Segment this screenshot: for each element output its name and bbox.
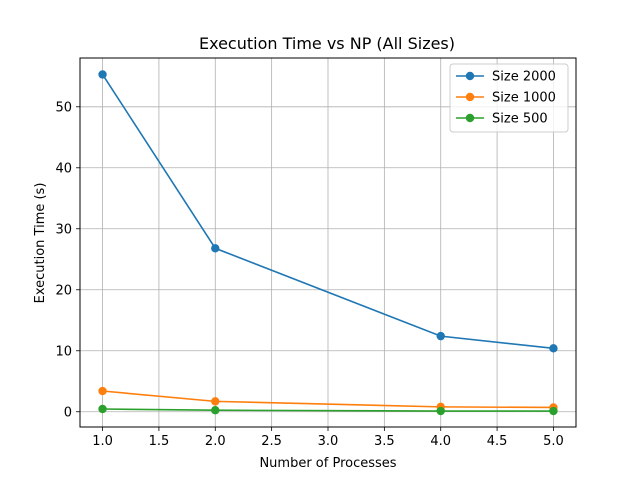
data-point	[211, 406, 220, 415]
legend-label: Size 500	[492, 112, 548, 127]
data-point	[98, 70, 107, 79]
y-axis-label: Execution Time (s)	[33, 183, 48, 304]
x-tick-label: 3.0	[318, 434, 339, 449]
x-axis-ticks: 1.0 1.5 2.0 2.5 3.0 3.5 4.0 4.5 5.0	[92, 427, 564, 449]
y-tick-label: 0	[64, 405, 72, 420]
y-tick-label: 10	[55, 344, 72, 359]
data-point	[436, 331, 445, 341]
x-axis-label: Number of Processes	[259, 456, 396, 471]
series-line	[102, 408, 554, 412]
series-lines	[98, 70, 558, 416]
x-tick-label: 4.0	[430, 434, 451, 449]
x-tick-label: 1.5	[149, 434, 170, 449]
data-point	[98, 386, 107, 396]
x-tick-label: 5.0	[543, 434, 564, 449]
x-tick-label: 1.0	[92, 434, 113, 449]
series-3	[98, 404, 558, 416]
legend-item: Size 1000	[456, 91, 556, 106]
series-line	[102, 390, 554, 409]
legend-label: Size 2000	[492, 70, 556, 85]
legend-box	[449, 63, 569, 133]
series-line	[101, 74, 554, 350]
x-tick-label: 2.5	[261, 434, 282, 449]
x-tick-label: 2.0	[205, 434, 226, 449]
x-tick-label: 3.5	[374, 434, 395, 449]
legend-marker	[465, 92, 475, 102]
legend-marker	[465, 71, 475, 81]
legend-label: Size 1000	[492, 91, 556, 106]
data-point	[549, 406, 558, 416]
y-axis-ticks: 0 10 20 30 40 50	[55, 100, 80, 420]
data-point	[211, 244, 220, 253]
data-point	[549, 344, 558, 353]
x-tick-label: 4.5	[487, 434, 508, 449]
series-1	[98, 70, 558, 353]
y-tick-label: 20	[55, 283, 72, 298]
data-point	[211, 397, 220, 406]
y-tick-label: 50	[55, 100, 72, 115]
legend-marker	[465, 113, 475, 123]
chart-title: Execution Time vs NP (All Sizes)	[199, 34, 455, 53]
legend: Size 2000 Size 1000 Size 500	[449, 63, 569, 133]
legend-item: Size 2000	[456, 70, 556, 85]
data-point	[436, 406, 445, 416]
legend-item: Size 500	[456, 112, 548, 127]
y-tick-label: 40	[55, 161, 72, 176]
y-tick-label: 30	[55, 222, 72, 237]
data-point	[98, 404, 107, 414]
